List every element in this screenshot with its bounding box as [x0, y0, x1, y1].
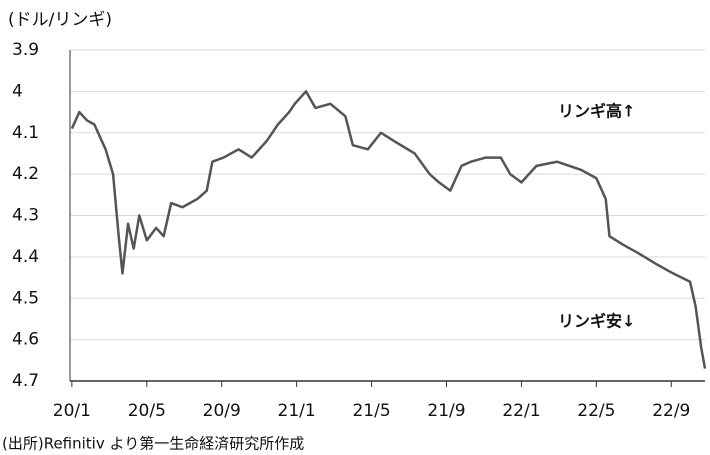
y-tick-label: 4.1 — [12, 123, 39, 143]
x-tick-label: 21/9 — [427, 401, 465, 421]
y-tick-label: 4.4 — [12, 247, 39, 267]
x-tick-label: 21/5 — [352, 401, 390, 421]
x-tick-label: 20/9 — [203, 401, 241, 421]
x-tick-label: 20/5 — [128, 401, 166, 421]
y-axis-label: (ドル/リンギ) — [8, 10, 112, 30]
x-tick-label: 22/9 — [652, 401, 690, 421]
source: (出所)Refinitiv より第一生命経済研究所作成 — [2, 435, 304, 453]
line — [70, 90, 707, 369]
x-tick-label: 22/1 — [502, 401, 540, 421]
x-tick-label: 22/5 — [577, 401, 615, 421]
y-tick-label: 3.9 — [12, 40, 39, 60]
annotation: リンギ高↑ — [558, 102, 635, 121]
y-tick-label: 4.3 — [12, 206, 39, 226]
y-tick-label: 4.2 — [12, 164, 39, 184]
y-tick-label: 4.7 — [12, 371, 39, 391]
y-tick-label: 4.6 — [12, 330, 39, 350]
y-tick-label: 4 — [12, 81, 23, 101]
annotation: リンギ安↓ — [558, 312, 635, 331]
x-tick-label: 20/1 — [53, 401, 91, 421]
x-tick-label: 21/1 — [278, 401, 316, 421]
y-tick-label: 4.5 — [12, 288, 39, 308]
